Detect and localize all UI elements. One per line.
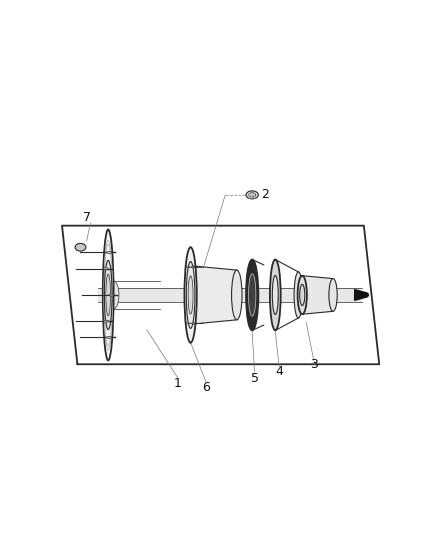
Ellipse shape: [298, 276, 307, 314]
Ellipse shape: [103, 320, 109, 322]
Ellipse shape: [300, 285, 305, 305]
Ellipse shape: [75, 244, 86, 251]
Ellipse shape: [246, 260, 258, 330]
Polygon shape: [98, 288, 362, 302]
Text: 3: 3: [310, 358, 318, 371]
Ellipse shape: [294, 272, 303, 318]
Polygon shape: [355, 289, 366, 301]
Ellipse shape: [108, 281, 119, 309]
Ellipse shape: [232, 270, 242, 320]
Ellipse shape: [103, 268, 109, 270]
Text: 2: 2: [261, 188, 269, 201]
Ellipse shape: [191, 266, 195, 267]
Text: 1: 1: [173, 377, 181, 390]
Ellipse shape: [186, 322, 190, 324]
Ellipse shape: [184, 247, 197, 343]
Text: 6: 6: [202, 381, 210, 394]
Ellipse shape: [364, 293, 368, 297]
Ellipse shape: [186, 262, 195, 328]
Ellipse shape: [103, 230, 113, 360]
Ellipse shape: [186, 266, 190, 267]
Ellipse shape: [106, 252, 112, 253]
Ellipse shape: [188, 276, 193, 314]
Ellipse shape: [249, 192, 256, 197]
Ellipse shape: [191, 322, 195, 324]
Ellipse shape: [248, 274, 256, 316]
Text: 5: 5: [251, 372, 258, 385]
Ellipse shape: [272, 276, 278, 314]
Text: 4: 4: [275, 366, 283, 378]
Ellipse shape: [329, 279, 337, 311]
Ellipse shape: [109, 294, 114, 296]
Polygon shape: [191, 265, 237, 324]
Ellipse shape: [106, 336, 112, 338]
Text: 7: 7: [83, 212, 91, 224]
Ellipse shape: [270, 260, 281, 330]
Ellipse shape: [106, 274, 110, 316]
Ellipse shape: [246, 191, 258, 199]
Ellipse shape: [104, 260, 112, 329]
Polygon shape: [302, 276, 333, 314]
